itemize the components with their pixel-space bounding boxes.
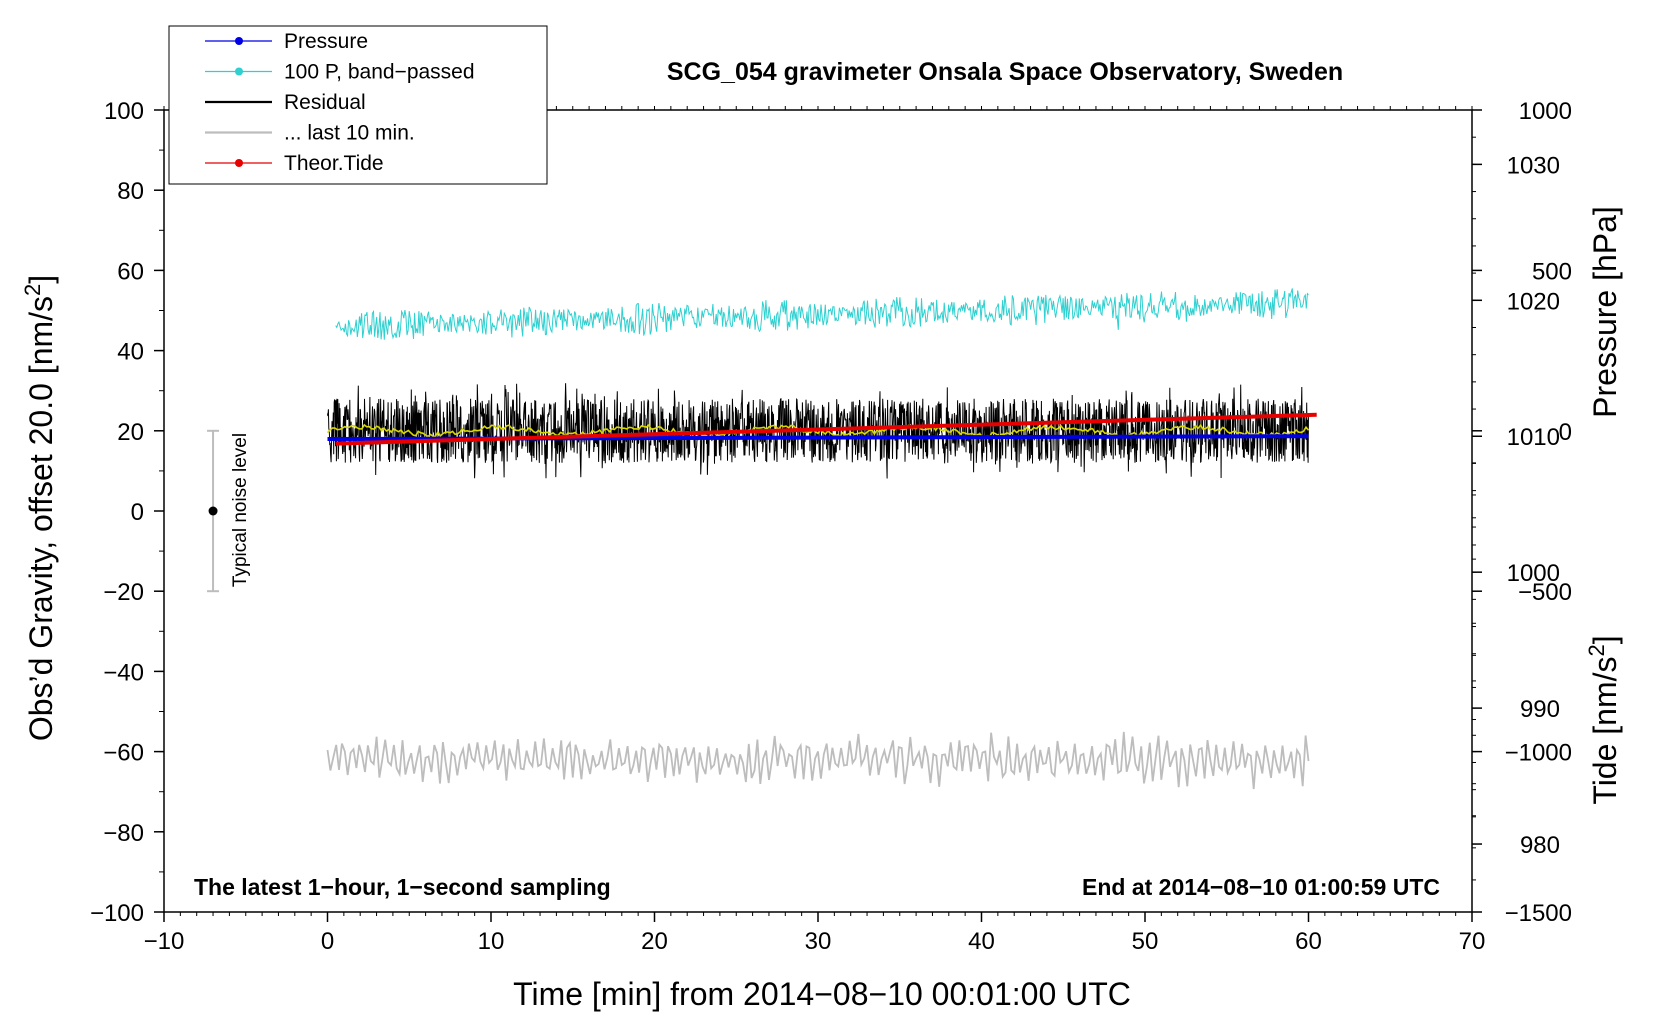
axes-layer: −10 0 10 20 30 40 50 60 70−100−80−60−40−20020406… [90, 98, 1572, 955]
tide-tick-label: −1000 [1505, 740, 1572, 767]
plot-area [163, 109, 1473, 913]
series-residual [327, 383, 1309, 479]
x-tick-label: 70 [1459, 928, 1486, 955]
pressure-tick-label: 1020 [1507, 288, 1560, 315]
pressure-tick-label: 990 [1520, 696, 1560, 723]
y-axis-label-pressure: Pressure [hPa] [1587, 206, 1623, 418]
x-tick-label: 10 [478, 928, 505, 955]
pressure-tick-label: 1030 [1507, 152, 1560, 179]
y-left-tick-label: −60 [103, 740, 144, 767]
legend-marker [235, 37, 243, 45]
x-axis-label: Time [min] from 2014−08−10 00:01:00 UTC [513, 976, 1131, 1012]
y-left-tick-label: −80 [103, 820, 144, 847]
series-last-10-min [326, 731, 1310, 790]
tide-tick-label: 0 [1559, 419, 1572, 446]
plot-frame [163, 109, 1473, 913]
y-left-tick-label: −40 [103, 659, 144, 686]
y-axis-label-tide: Tide [nm/s2] [1584, 635, 1624, 804]
legend-label: Theor.Tide [284, 152, 384, 175]
y-left-tick-label: 40 [117, 339, 144, 366]
tide-tick-label: 500 [1532, 258, 1572, 285]
pressure-tick-label: 1000 [1507, 560, 1560, 587]
series-theor-tide [335, 412, 1317, 446]
x-tick-label: 60 [1295, 928, 1322, 955]
y-left-tick-label: 100 [104, 98, 144, 125]
y-axis-label-left: Obs’d Gravity, offset 20.0 [nm/s2] [20, 275, 60, 741]
legend-label: Residual [284, 91, 366, 114]
x-tick-label: 30 [805, 928, 832, 955]
x-tick-label: 40 [968, 928, 995, 955]
tide-tick-label: −500 [1518, 579, 1572, 606]
tide-tick-label: −1500 [1505, 900, 1572, 927]
legend-label: Pressure [284, 30, 368, 53]
legend: Pressure 100 P, band−passed Residual ... la… [168, 25, 548, 185]
y-left-tick-label: 60 [117, 258, 144, 285]
noise-level-label: Typical noise level [230, 433, 251, 587]
series-residual-smoothed [326, 423, 1310, 438]
legend-marker [235, 67, 243, 76]
x-tick-label: 0 [321, 928, 334, 955]
tide-tick-label: 1000 [1519, 98, 1572, 125]
y-left-tick-label: −100 [90, 900, 144, 927]
series-layer [326, 288, 1317, 790]
noise-level-indicator [207, 429, 220, 593]
legend-box [168, 25, 548, 185]
x-tick-label: 50 [1132, 928, 1159, 955]
legend-label: ... last 10 min. [284, 122, 415, 145]
legend-label: 100 P, band−passed [284, 61, 475, 84]
series-band-passed-pressure [335, 288, 1309, 340]
x-tick-label: −10 [144, 928, 185, 955]
footnote-left: The latest 1−hour, 1−second sampling [194, 874, 611, 900]
y-left-tick-label: 80 [117, 178, 144, 205]
noise-bar-center [208, 506, 218, 516]
legend-marker [235, 159, 243, 167]
x-tick-label: 20 [641, 928, 668, 955]
footnote-right: End at 2014−08−10 01:00:59 UTC [1082, 874, 1440, 900]
chart-title: SCG_054 gravimeter Onsala Space Observat… [667, 58, 1343, 86]
pressure-tick-label: 1010 [1507, 424, 1560, 451]
y-left-tick-label: 0 [131, 499, 144, 526]
pressure-tick-label: 980 [1520, 832, 1560, 859]
y-left-tick-label: 20 [117, 419, 144, 446]
y-left-tick-label: −20 [103, 579, 144, 606]
